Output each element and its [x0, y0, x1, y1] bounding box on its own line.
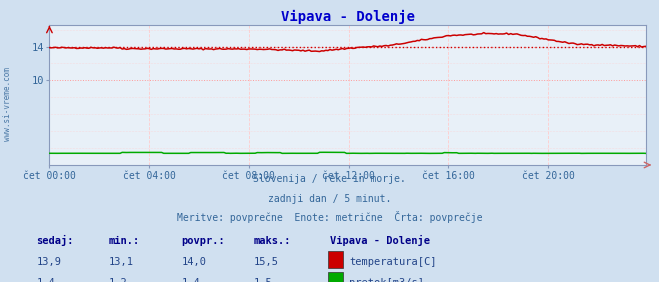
Text: 1,4: 1,4 — [181, 278, 200, 282]
Text: 13,9: 13,9 — [36, 257, 61, 267]
Text: 1,4: 1,4 — [36, 278, 55, 282]
Text: Slovenija / reke in morje.: Slovenija / reke in morje. — [253, 174, 406, 184]
Text: temperatura[C]: temperatura[C] — [349, 257, 437, 267]
Text: povpr.:: povpr.: — [181, 236, 225, 246]
Text: maks.:: maks.: — [254, 236, 291, 246]
Text: Meritve: povprečne  Enote: metrične  Črta: povprečje: Meritve: povprečne Enote: metrične Črta:… — [177, 212, 482, 223]
Text: zadnji dan / 5 minut.: zadnji dan / 5 minut. — [268, 194, 391, 204]
Text: www.si-vreme.com: www.si-vreme.com — [3, 67, 13, 141]
Text: sedaj:: sedaj: — [36, 235, 74, 246]
Title: Vipava - Dolenje: Vipava - Dolenje — [281, 10, 415, 24]
Text: 1,2: 1,2 — [109, 278, 127, 282]
Text: min.:: min.: — [109, 236, 140, 246]
Text: 1,5: 1,5 — [254, 278, 272, 282]
Text: 14,0: 14,0 — [181, 257, 206, 267]
Text: Vipava - Dolenje: Vipava - Dolenje — [330, 235, 430, 246]
Text: 13,1: 13,1 — [109, 257, 134, 267]
Text: pretok[m3/s]: pretok[m3/s] — [349, 278, 424, 282]
Text: 15,5: 15,5 — [254, 257, 279, 267]
